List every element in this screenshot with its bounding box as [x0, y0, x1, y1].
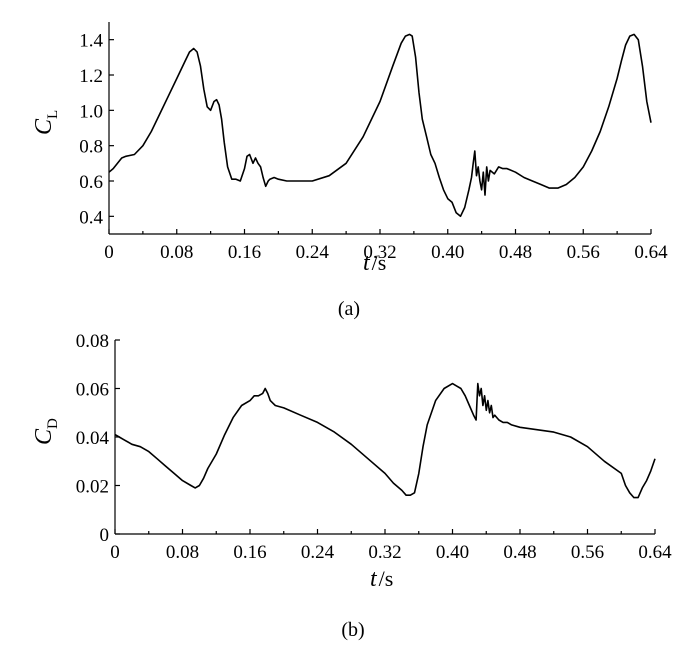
- cd-y-tick-label: 0.06: [76, 380, 109, 401]
- cd-x-axis-label: t/s: [370, 566, 393, 592]
- cd-tick-marks: [114, 339, 656, 535]
- cl-x-tick-label: 0.48: [499, 242, 532, 263]
- cd-line: [114, 382, 656, 499]
- cl-panel-label: (a): [338, 298, 360, 320]
- cd-x-tick-label: 0.56: [571, 542, 604, 563]
- chart-cl: 0 0.08 0.16 0.24 0.32 0.40 0.48 0.56 0.64 0.4 0.6…: [31, 22, 668, 320]
- cd-panel-label: (b): [341, 619, 364, 641]
- cd-x-tick-label: 0.64: [638, 542, 672, 563]
- cl-tick-marks: [108, 39, 652, 234]
- cl-x-tick-label: 0.08: [160, 242, 193, 263]
- cd-x-tick-label: 0.16: [233, 542, 266, 563]
- cd-x-tick-label: 0.40: [436, 542, 469, 563]
- cl-x-tick-label: 0.64: [634, 242, 668, 263]
- cd-y-axis-label: CD: [31, 418, 61, 445]
- cl-x-axis-label: t/s: [363, 250, 386, 276]
- cd-x-tick-label: 0.32: [368, 542, 401, 563]
- cl-tick-labels-y: 0.4 0.6 0.8 1.0 1.2 1.4: [79, 31, 103, 229]
- cl-x-tick-label: 0.16: [228, 242, 261, 263]
- cl-x-tick-label: 0.32: [363, 242, 396, 263]
- cd-x-tick-label: 0.48: [503, 542, 536, 563]
- cd-y-tick-label: 0.02: [76, 477, 109, 498]
- cl-y-tick-label: 1.2: [79, 66, 103, 87]
- cd-y-tick-label: 0.04: [76, 428, 110, 449]
- cd-y-tick-label: 0: [100, 525, 110, 546]
- cl-x-tick-label: 0.24: [296, 242, 330, 263]
- cd-tick-labels-y: 0 0.02 0.04 0.06 0.08: [76, 331, 110, 546]
- cl-x-tick-label: 0.40: [431, 242, 464, 263]
- cl-y-axis-label: CL: [31, 110, 61, 135]
- cd-y-tick-label: 0.08: [76, 331, 109, 352]
- cl-tick-labels-x: 0 0.08 0.16 0.24 0.32 0.40 0.48 0.56 0.64: [104, 242, 668, 263]
- cl-line: [108, 33, 652, 218]
- chart-cd: 0 0.08 0.16 0.24 0.32 0.40 0.48 0.56 0.64 00.020…: [31, 331, 672, 641]
- cl-y-tick-label: 1.4: [79, 31, 103, 52]
- cd-x-tick-label: 0.08: [166, 542, 199, 563]
- cd-tick-labels-x: 0 0.08 0.16 0.24 0.32 0.40 0.48 0.56 0.64: [110, 542, 672, 563]
- cl-y-tick-label: 0.8: [79, 137, 103, 158]
- cl-y-tick-label: 0.6: [79, 172, 103, 193]
- cl-x-tick-label: 0.56: [567, 242, 600, 263]
- cd-x-tick-label: 0: [110, 542, 120, 563]
- cd-x-tick-label: 0.24: [301, 542, 335, 563]
- cl-y-tick-label: 1.0: [79, 101, 103, 122]
- cl-x-tick-label: 0: [104, 242, 114, 263]
- cl-y-tick-label: 0.4: [79, 207, 103, 228]
